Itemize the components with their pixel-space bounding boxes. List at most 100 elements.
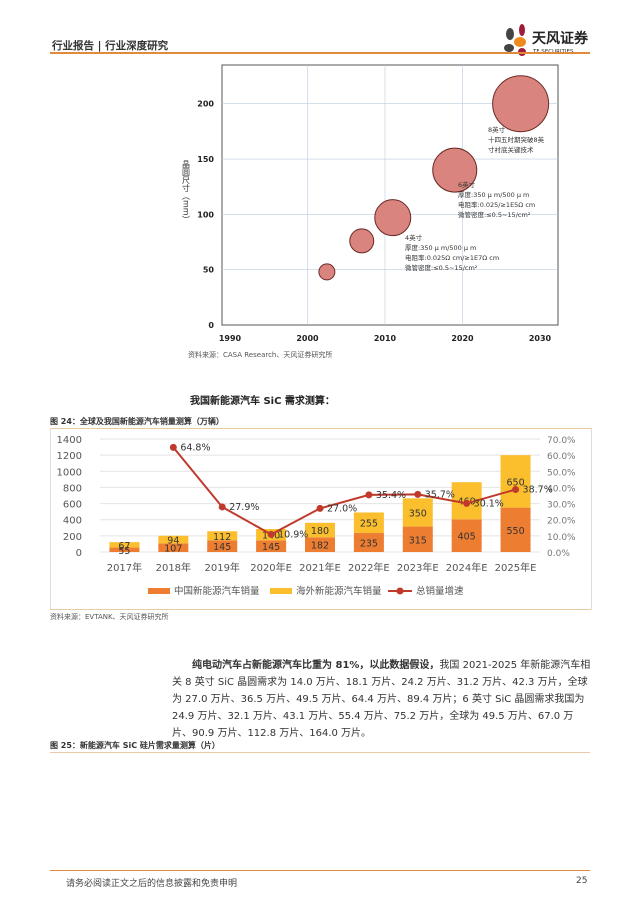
bar-label-china: 235	[360, 539, 378, 550]
bar-label-china: 405	[458, 532, 476, 543]
bar-china	[451, 519, 482, 552]
growth-point	[169, 443, 177, 451]
bubble-chart-source: 资料来源：CASA Research、天风证券研究所	[188, 351, 333, 359]
legend-marker-growth	[396, 587, 404, 595]
header-divider	[50, 52, 590, 54]
figure-25-caption: 图 25：新能源汽车 SiC 硅片需求量测算（片）	[50, 741, 220, 750]
x-tick-label: 2010	[374, 334, 397, 343]
bubble	[432, 147, 478, 193]
bar-label-overseas: 350	[409, 508, 427, 519]
growth-point	[267, 530, 275, 538]
company-logo: 天风证券 TF SECURITIES	[500, 22, 595, 56]
section-heading: 我国新能源汽车 SiC 需求测算：	[190, 396, 335, 407]
header-title: 行业报告 | 行业深度研究	[52, 40, 169, 52]
bar-china	[158, 543, 189, 552]
y-left-tick: 0	[76, 548, 82, 559]
bar-overseas	[207, 531, 238, 541]
y-right-tick: 50.0%	[547, 468, 576, 478]
bar-label-china: 182	[311, 541, 329, 552]
x-tick-label: 2000	[296, 334, 319, 343]
bubble	[318, 263, 336, 281]
growth-point	[512, 486, 520, 494]
logo-text: 天风证券	[532, 30, 589, 47]
growth-label: 10.9%	[278, 529, 308, 540]
bar-label-china: 145	[262, 542, 280, 553]
y-axis-label: 晶圆尺寸（mm）	[182, 160, 191, 224]
y-left-tick: 800	[63, 483, 82, 494]
bubble-chart: 0 50 100 150 200 1990 2000 2010 2020 2030 晶圆尺寸（mm）…	[182, 64, 559, 343]
growth-line	[172, 446, 516, 536]
figure-divider	[50, 609, 590, 610]
bar-overseas	[353, 512, 384, 534]
figure-24-caption: 图 24：全球及我国新能源汽车销量测算（万辆）	[50, 417, 224, 426]
y-tick-label: 100	[197, 210, 214, 219]
bar-overseas	[109, 542, 140, 548]
y-right-tick: 30.0%	[547, 501, 576, 511]
x-tick-label: 1990	[219, 334, 242, 343]
x-tick-label: 2020	[451, 334, 474, 343]
y-left-tick: 600	[63, 500, 82, 511]
bar-label-overseas: 67	[118, 541, 130, 552]
bubble-annotation: 厚度:350 μ m/500 μ m	[458, 190, 529, 199]
legend-swatch-overseas	[270, 588, 292, 594]
logo-icon: 天风证券 TF SECURITIES	[504, 24, 589, 56]
bubble	[374, 199, 412, 237]
y-right-tick: 60.0%	[547, 452, 576, 462]
bubble-annotation: 微管密度:≤0.5~15/cm²	[405, 263, 478, 272]
growth-label: 35.7%	[425, 489, 455, 500]
y-right-tick: 70.0%	[547, 436, 576, 446]
y-right-tick: 10.0%	[547, 533, 576, 543]
bar-label-china: 550	[506, 526, 524, 537]
y-tick-label: 200	[197, 100, 214, 109]
y-right-tick: 20.0%	[547, 517, 576, 527]
bar-label-china: 107	[164, 544, 182, 555]
growth-label: 64.8%	[180, 442, 210, 453]
bar-china	[500, 507, 531, 552]
growth-label: 38.7%	[523, 485, 553, 496]
bar-label-china: 55	[118, 546, 130, 557]
y-tick-label: 50	[203, 266, 215, 275]
bubble-annotation: 8英寸	[488, 125, 506, 134]
bar-china	[402, 526, 433, 552]
y-left-tick: 1200	[57, 451, 82, 462]
body-paragraph: 纯电动汽车占新能源汽车比重为 81%，以此数据假设，我国 2021-2025 年…	[172, 657, 592, 742]
growth-point	[316, 504, 324, 512]
growth-label: 27.9%	[229, 502, 259, 513]
bar-label-china: 315	[409, 535, 427, 546]
y-left-tick: 1400	[57, 435, 82, 446]
y-tick-label: 150	[197, 155, 214, 164]
x-tick-label: 2030	[529, 334, 552, 343]
y-right-tick: 40.0%	[547, 484, 576, 494]
bar-label-overseas: 180	[311, 526, 329, 537]
bar-overseas	[305, 522, 335, 538]
legend-china: 中国新能源汽车销量	[174, 585, 260, 597]
ev-sales-chart: 0 200 400 600 800 1000 1200 1400 0.0% 10.0% 20.0% 3…	[57, 435, 576, 597]
bar-china	[109, 547, 140, 552]
x-tick-label: 2019年	[204, 561, 239, 574]
bar-overseas	[500, 455, 531, 508]
bar-china	[256, 540, 287, 552]
x-tick-label: 2024年E	[446, 561, 488, 574]
paragraph-bold: 纯电动汽车占新能源汽车比重为 81%，以此数据假设，	[192, 660, 440, 671]
legend-overseas: 海外新能源汽车销量	[296, 585, 382, 597]
bubble-annotation: 寸衬底关键技术	[488, 145, 534, 154]
bubble	[349, 228, 375, 254]
page-number: 25	[576, 876, 588, 886]
bubble-annotation: 厚度:350 μ m/500 μ m	[405, 243, 476, 252]
footer-divider	[50, 870, 590, 871]
y-left-tick: 1000	[57, 467, 82, 478]
y-right-tick: 0.0%	[547, 549, 570, 559]
bar-china	[353, 533, 384, 552]
bar-label-overseas: 94	[167, 536, 179, 547]
x-tick-label: 2021年E	[299, 561, 341, 574]
x-tick-label: 2022年E	[348, 561, 390, 574]
bubble	[492, 75, 550, 133]
bar-overseas	[402, 498, 433, 527]
figure-24-source: 资料来源：EVTANK、天风证券研究所	[50, 613, 169, 621]
y-tick-label: 0	[208, 321, 214, 330]
bar-label-china: 145	[213, 542, 231, 553]
paragraph-text: 我国 2021-2025 年新能源汽车相关 8 英寸 SiC 晶圆需求为 14.…	[172, 660, 591, 739]
bar-label-overseas: 650	[506, 477, 524, 488]
bubble-annotation: 微管密度:≤0.5~15/cm²	[458, 210, 531, 219]
